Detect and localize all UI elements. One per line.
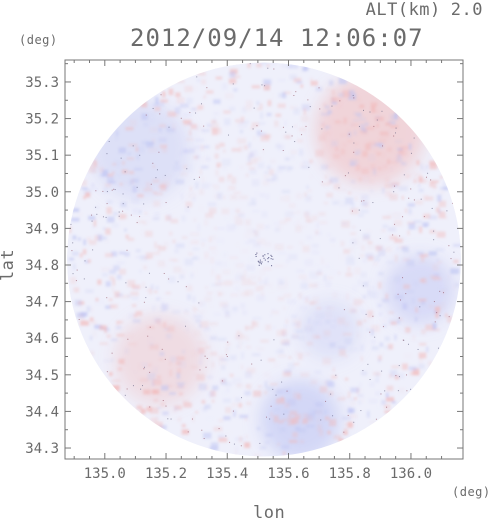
y-tick-label: 35.1 [25, 148, 59, 164]
y-tick-label: 34.9 [25, 221, 59, 237]
y-tick-label: 34.4 [25, 404, 59, 420]
y-tick-label: 34.8 [25, 258, 59, 274]
x-tick-label: 135.8 [329, 466, 371, 482]
y-tick-label: 35.3 [25, 75, 59, 91]
plot-frame [64, 59, 464, 460]
y-tick-label: 35.2 [25, 112, 59, 128]
altitude-label-text: ALT(km) [365, 0, 441, 20]
altitude-value: 2.0 [450, 0, 483, 20]
y-tick-label: 34.5 [25, 368, 59, 384]
tick-labels: 135.0 135.2 135.4 135.6 135.8 136.0 35.3 35.2 35… [25, 75, 432, 482]
y-tick-label: 34.6 [25, 331, 59, 347]
x-tick-label: 135.4 [206, 466, 248, 482]
x-axis-unit: (deg) [452, 485, 491, 499]
x-tick-label: 136.0 [390, 466, 432, 482]
x-tick-label: 135.0 [84, 466, 126, 482]
x-axis-label: lon [253, 503, 286, 523]
y-axis-unit: (deg) [19, 33, 58, 47]
altitude-label: ALT(km) 2.0 [366, 0, 483, 20]
y-tick-label: 34.3 [25, 441, 59, 457]
x-tick-label: 135.6 [267, 466, 309, 482]
y-tick-label: 35.0 [25, 185, 59, 201]
y-tick-label: 34.7 [25, 295, 59, 311]
timestamp: 2012/09/14 12:06:07 [130, 24, 424, 52]
reflectivity-field [67, 62, 461, 457]
x-tick-label: 135.2 [145, 466, 187, 482]
